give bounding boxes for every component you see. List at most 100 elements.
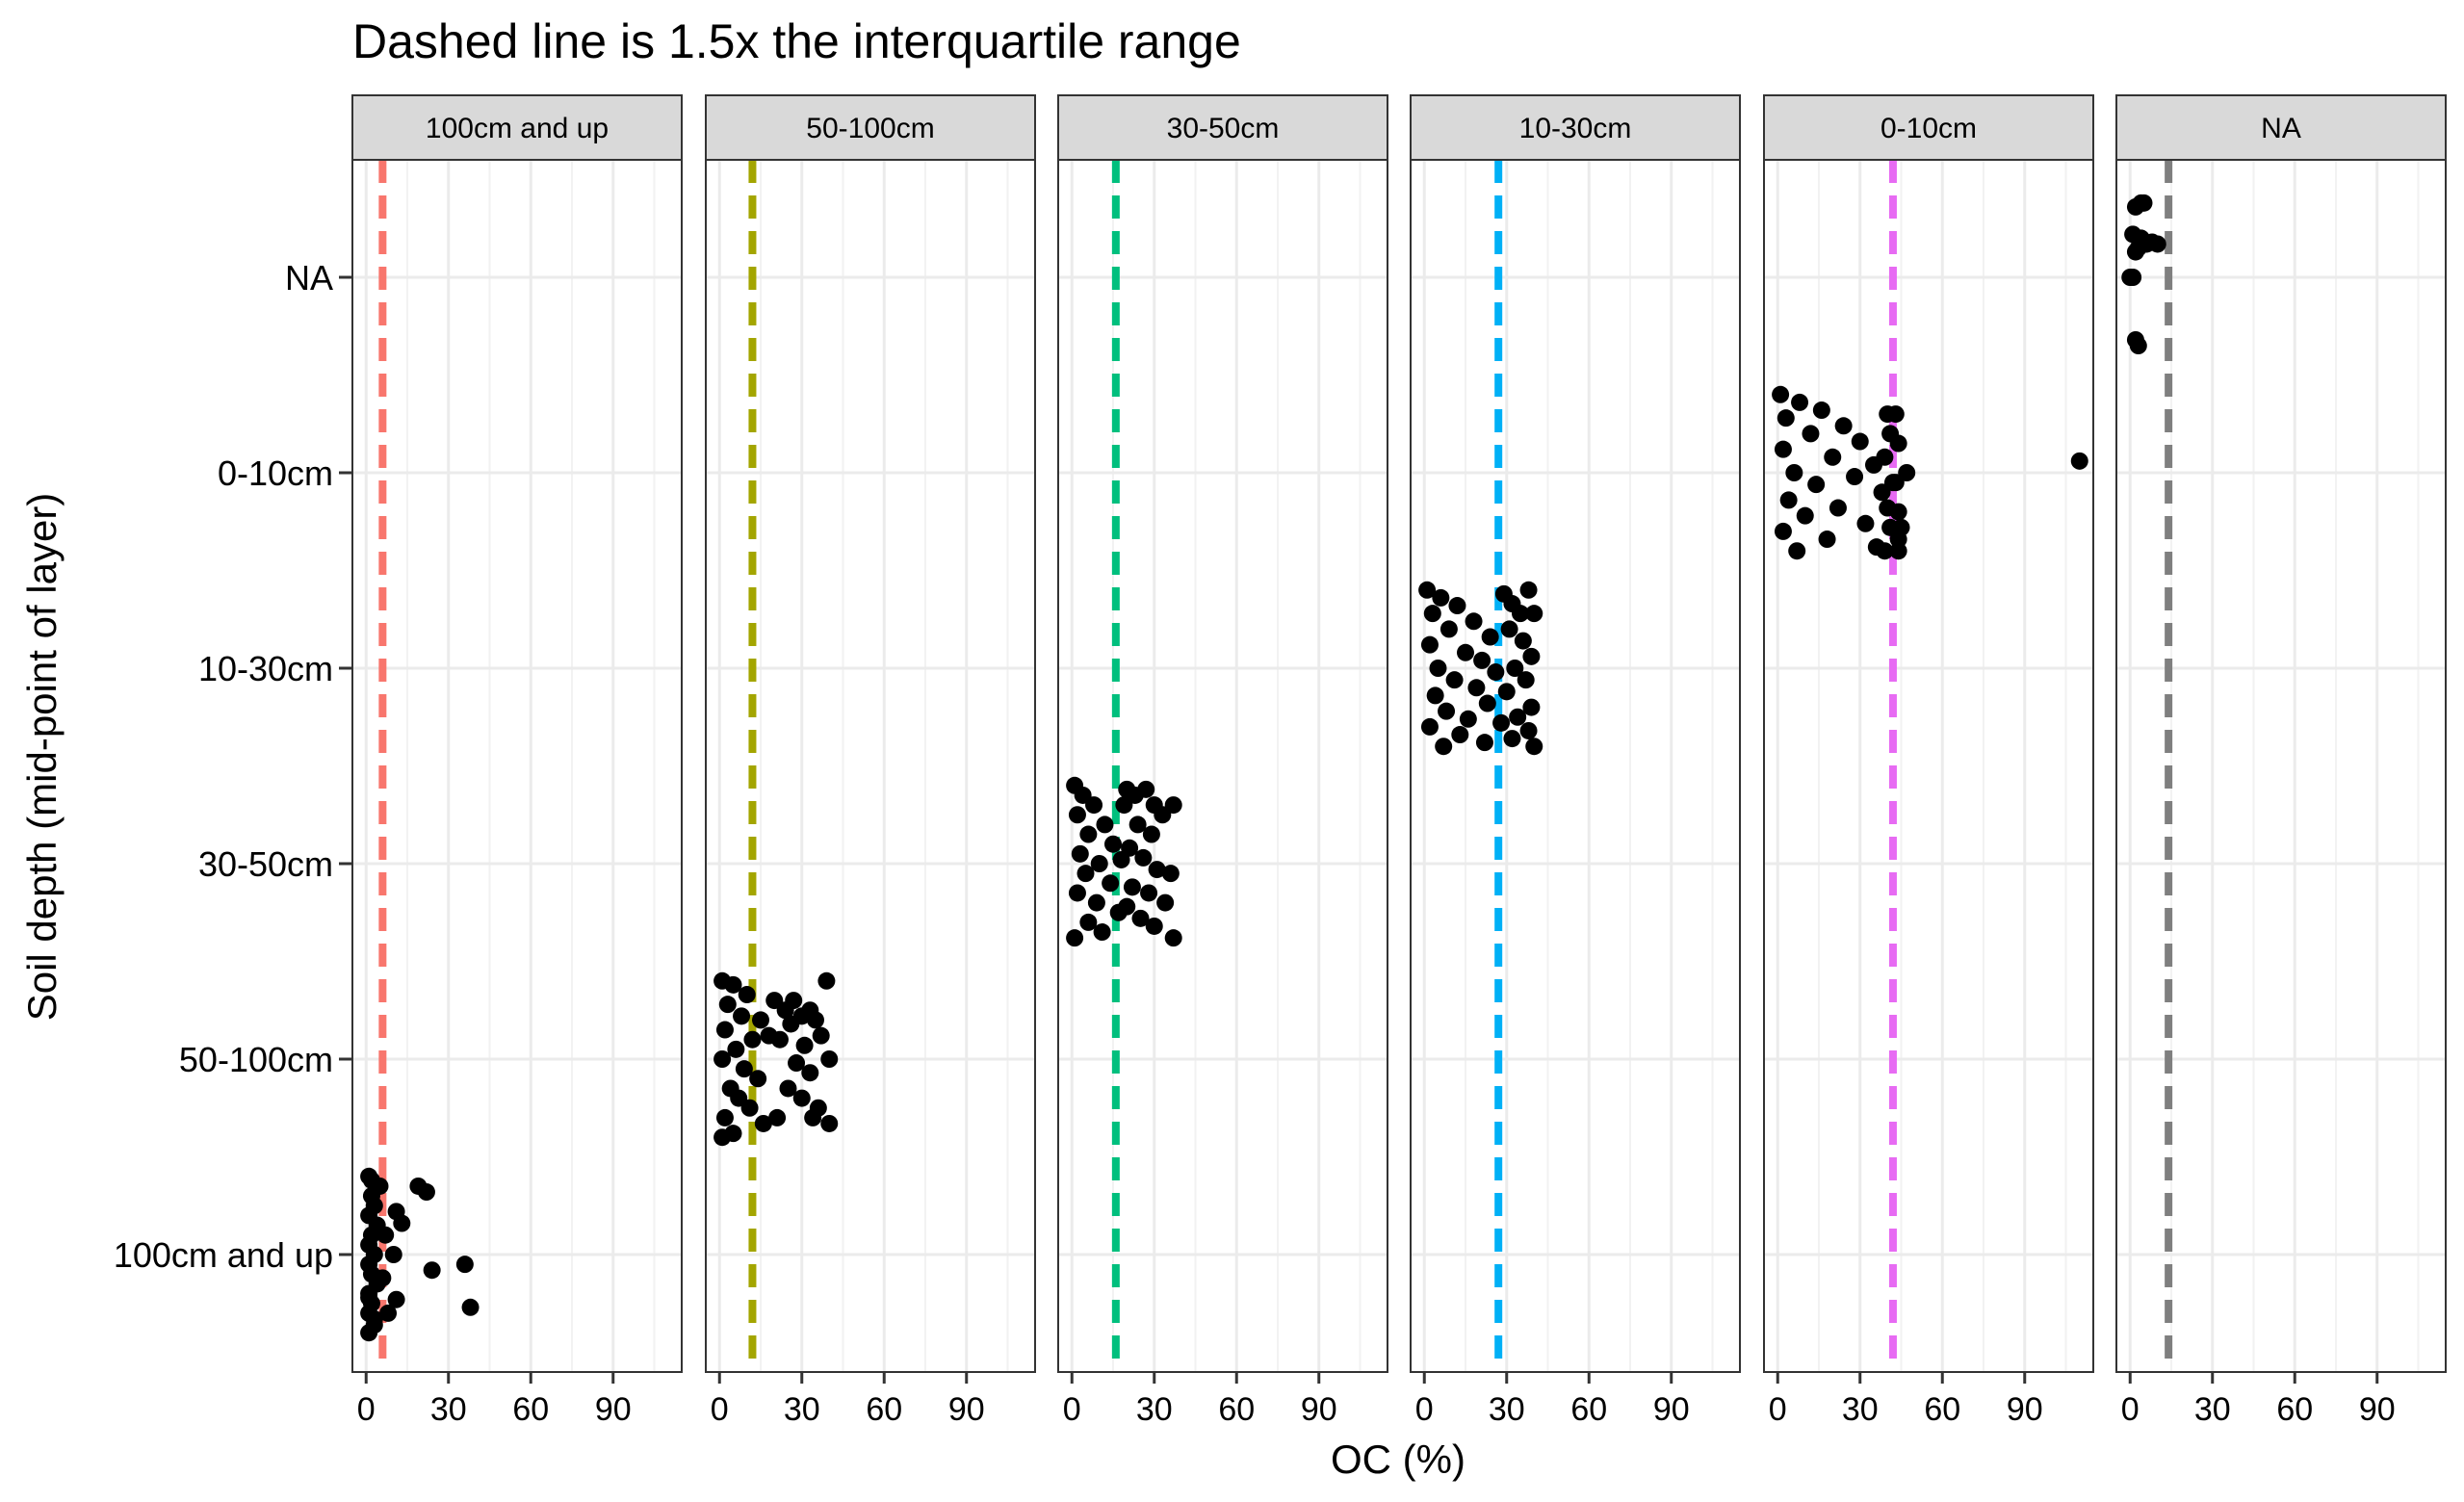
x-tick-label: 30 (1489, 1391, 1525, 1428)
data-point (1121, 839, 1139, 857)
y-tick-label: 30-50cm (198, 844, 333, 884)
data-point (768, 1108, 787, 1126)
data-point (362, 1171, 380, 1189)
data-point (1772, 385, 1790, 403)
data-point (735, 1060, 753, 1078)
x-tick-label: 0 (1769, 1391, 1787, 1428)
data-point (1448, 597, 1466, 615)
data-point (455, 1256, 474, 1274)
data-point (749, 1070, 767, 1088)
data-point (817, 971, 836, 990)
x-tick-label: 60 (1570, 1391, 1607, 1428)
y-tick-label: NA (285, 258, 333, 298)
data-point (1777, 409, 1795, 427)
data-point (1886, 405, 1905, 424)
x-tick-label: 90 (595, 1391, 632, 1428)
data-point (788, 1054, 806, 1073)
data-point (393, 1214, 411, 1232)
data-point (1876, 542, 1894, 560)
panel-border (2115, 159, 2447, 1373)
data-point (727, 1040, 745, 1058)
x-tick-label: 60 (866, 1391, 902, 1428)
data-point (1420, 635, 1439, 654)
data-point (1432, 588, 1450, 607)
data-point (1418, 581, 1437, 599)
data-point (1090, 855, 1108, 872)
data-point (1796, 506, 1814, 525)
panel-border (1057, 159, 1388, 1373)
data-point (1818, 531, 1836, 549)
data-point (374, 1269, 392, 1287)
data-point (820, 1050, 839, 1068)
x-tick-label: 90 (2007, 1391, 2043, 1428)
point-group (713, 971, 839, 1147)
data-point (1856, 514, 1875, 532)
y-tick-label: 100cm and up (114, 1235, 333, 1275)
data-point (1457, 643, 1474, 661)
point-group (360, 1167, 480, 1342)
data-point (1514, 632, 1532, 650)
data-point (1459, 710, 1477, 728)
data-point (2070, 452, 2088, 470)
facet-panel-na: NA 0 30 60 90 (2115, 94, 2447, 1428)
data-point (379, 1304, 398, 1322)
data-point (384, 1246, 402, 1263)
data-point (1161, 865, 1180, 883)
data-point (1851, 432, 1869, 451)
data-point (1451, 726, 1469, 744)
data-point (1500, 620, 1518, 638)
y-axis: 100cm and up 50-100cm 30-50cm 10-30cm 0-10cm… (114, 258, 352, 1275)
data-point (1846, 468, 1864, 486)
point-group (1066, 776, 1182, 947)
data-point (423, 1261, 441, 1280)
data-point (1426, 686, 1444, 705)
data-point (804, 1108, 822, 1126)
facet-strip (1410, 94, 1741, 161)
data-point (812, 1026, 830, 1045)
panel-background (1058, 160, 1388, 1372)
data-point (807, 1011, 824, 1029)
data-point (1779, 491, 1798, 509)
data-point (1889, 503, 1907, 521)
x-tick-label: 30 (2194, 1391, 2231, 1428)
x-tick-label: 0 (357, 1391, 376, 1428)
y-axis-title: Soil depth (mid-point of layer) (19, 493, 65, 1022)
data-point (782, 1015, 800, 1033)
facet-strip-label: 50-100cm (806, 113, 934, 144)
facet-strip (1763, 94, 2094, 161)
data-point (792, 1089, 811, 1107)
panel-border (1763, 159, 2094, 1373)
x-tick-label: 0 (2121, 1391, 2140, 1428)
x-tick-label: 60 (2276, 1391, 2313, 1428)
data-point (2121, 269, 2140, 286)
data-point (713, 1050, 732, 1068)
data-point (752, 1011, 769, 1029)
data-point (754, 1114, 772, 1132)
data-point (1164, 796, 1182, 815)
data-point (1522, 698, 1541, 716)
x-tick-label: 60 (1218, 1391, 1255, 1428)
data-point (743, 1030, 762, 1049)
data-point (1140, 884, 1158, 902)
data-point (1068, 806, 1086, 824)
data-point (1429, 660, 1447, 677)
data-point (360, 1288, 378, 1307)
data-point (1164, 929, 1182, 947)
x-tick-label: 0 (1063, 1391, 1081, 1428)
data-point (795, 1036, 814, 1054)
x-axis-title: OC (%) (1331, 1437, 1465, 1482)
data-point (1898, 464, 1916, 481)
data-point (1512, 605, 1529, 623)
data-point (1473, 651, 1491, 669)
facet-panel-100cm-and-up: 100cm and up 0 30 60 90 (351, 94, 683, 1428)
data-point (1824, 448, 1842, 466)
data-point (1068, 884, 1086, 902)
x-tick-label: 30 (784, 1391, 820, 1428)
facet-panel-50-100cm: 50-100cm 0 30 60 90 (705, 94, 1036, 1428)
panel-background (1411, 160, 1740, 1372)
data-point (1876, 448, 1894, 466)
data-point (715, 1021, 734, 1039)
x-tick-label: 60 (512, 1391, 549, 1428)
data-point (1118, 897, 1136, 916)
